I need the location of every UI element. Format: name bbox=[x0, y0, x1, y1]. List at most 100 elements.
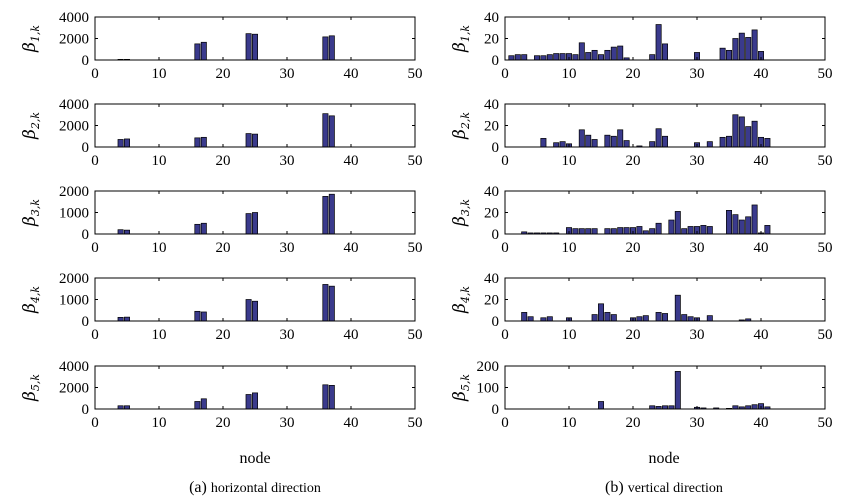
panel-b-1-bar-38 bbox=[745, 37, 752, 61]
panel-b-1-bar-17 bbox=[610, 46, 617, 61]
panel-a-1-bar-36 bbox=[322, 36, 329, 61]
panel-b-3-ytick-label-40: 40 bbox=[484, 184, 499, 200]
panel-b-1-bar-25 bbox=[662, 43, 668, 61]
panel-b-3-bar-41 bbox=[764, 225, 771, 235]
panel-a-5-bar-24 bbox=[245, 394, 252, 410]
panel-b-4-bar-27 bbox=[674, 294, 681, 322]
panel-b-1-ytick-label-20: 20 bbox=[484, 32, 499, 48]
panel-a-2-bar-5 bbox=[124, 138, 130, 148]
panel-a-5-xtick-label-0: 0 bbox=[91, 415, 99, 431]
panel-a-3-xtick-label-10: 10 bbox=[152, 240, 167, 256]
panel-b-4: 0 10 20 30 40 50 0 20 40 β4,k bbox=[450, 271, 833, 343]
panel-b-5-xtick-label-20: 20 bbox=[626, 415, 641, 431]
panel-b-4-ytick-label-0: 0 bbox=[492, 314, 500, 330]
panel-b-4-bar-16 bbox=[604, 312, 611, 322]
panel-a-3-bar-17 bbox=[200, 222, 207, 235]
panel-b-1-bar-34 bbox=[719, 47, 726, 61]
panel-b-1-bar-24 bbox=[655, 24, 662, 61]
panel-a-5-ylabel-subscript: 5,k bbox=[29, 374, 42, 391]
panel-b-1-bar-3 bbox=[521, 54, 528, 61]
panel-a-3-bar-16 bbox=[194, 223, 201, 235]
panel-a-1-bar-37 bbox=[328, 35, 335, 61]
panel-b-3-bar-26 bbox=[668, 219, 675, 235]
panel-a-4-xtick-label-30: 30 bbox=[280, 327, 295, 343]
panel-a-2-xtick-label-30: 30 bbox=[280, 153, 295, 169]
caption-a-prefix: (a) bbox=[189, 479, 207, 496]
panel-a-2-ylabel-subscript: 2,k bbox=[29, 112, 42, 130]
panel-b-4-bar-7 bbox=[546, 316, 553, 322]
panel-b-2-bar-18 bbox=[617, 129, 624, 148]
panel-b-3-ylabel-subscript: 3,k bbox=[459, 199, 472, 216]
panel-a-1-xtick-label-50: 50 bbox=[408, 66, 423, 82]
panel-b-3-ylabel-symbol: β bbox=[450, 216, 470, 227]
panel-b-2-xtick-label-20: 20 bbox=[626, 153, 641, 169]
panel-b-1-bar-9 bbox=[559, 53, 566, 61]
panel-b-3-xtick-label-50: 50 bbox=[818, 240, 833, 256]
panel-b-3-axes-box bbox=[504, 190, 826, 235]
panel-a-3-ylabel-symbol: β bbox=[20, 216, 40, 227]
panel-b-2-bar-25 bbox=[662, 135, 668, 148]
panel-a-1-ylabel-subscript: 1,k bbox=[29, 25, 42, 42]
panel-b-5-xtick-label-30: 30 bbox=[690, 415, 705, 431]
panel-a-3-ytick-label-1000: 1000 bbox=[59, 206, 89, 222]
panel-b-5-ylabel: β5,k bbox=[450, 374, 472, 402]
panel-a-4-bar-36 bbox=[322, 284, 329, 322]
panel-b-4-bar-28 bbox=[681, 314, 688, 322]
caption-a-text: horizontal direction bbox=[211, 481, 321, 496]
panel-b-5-bar-39 bbox=[751, 404, 758, 410]
panel-a-3-xtick-label-20: 20 bbox=[216, 240, 231, 256]
panel-b-2: 0 10 20 30 40 50 0 20 40 β2,k bbox=[450, 97, 833, 169]
panel-a-5-bar-36 bbox=[322, 384, 329, 410]
panel-a-1-xtick-label-30: 30 bbox=[280, 66, 295, 82]
panel-b-4-bar-21 bbox=[636, 316, 643, 322]
panel-a-5-bar-16 bbox=[194, 401, 201, 410]
panel-a-3-bar-25 bbox=[252, 212, 258, 235]
panel-b-5-ylabel-subscript: 5,k bbox=[459, 374, 472, 391]
panel-b-2-xtick-label-40: 40 bbox=[754, 153, 769, 169]
panel-a-2-ytick-label-4000: 4000 bbox=[59, 97, 89, 113]
panel-b-4-bar-17 bbox=[610, 314, 617, 322]
panel-a-4-ytick-label-1000: 1000 bbox=[59, 293, 89, 309]
panel-a-3-xtick-label-30: 30 bbox=[280, 240, 295, 256]
panel-b-1-bar-36 bbox=[732, 38, 739, 61]
panel-b-4-bar-22 bbox=[642, 315, 649, 322]
panel-b-3-bar-38 bbox=[745, 216, 752, 235]
panel-b-2-bar-23 bbox=[649, 141, 656, 148]
panel-b-3-xtick-label-10: 10 bbox=[562, 240, 577, 256]
panel-a-4-bar-5 bbox=[124, 316, 130, 322]
panel-a-1: 0 10 20 30 40 50 0 2000 4000 β1,k bbox=[20, 10, 423, 82]
panel-a-4-xtick-label-10: 10 bbox=[152, 327, 167, 343]
panel-b-3-bar-12 bbox=[578, 228, 585, 235]
panel-a-5: 0 10 20 30 40 50 0 2000 4000 β5,k bbox=[20, 359, 423, 431]
panel-a-4: 0 10 20 30 40 50 0 1000 2000 β4,k bbox=[20, 271, 423, 343]
panel-b-2-bar-37 bbox=[738, 116, 745, 148]
panel-b-3-bar-36 bbox=[732, 214, 739, 235]
panel-b-1-bar-5 bbox=[534, 55, 540, 61]
panel-b-4-bar-24 bbox=[655, 312, 662, 322]
panel-a-2-xtick-label-0: 0 bbox=[91, 153, 99, 169]
panel-a-4-xtick-label-20: 20 bbox=[216, 327, 231, 343]
panel-b-1-xtick-label-20: 20 bbox=[626, 66, 641, 82]
panel-a-3-bar-24 bbox=[245, 213, 252, 235]
panel-b-1-bar-13 bbox=[585, 52, 592, 61]
panel-b-3-xtick-label-0: 0 bbox=[501, 240, 509, 256]
panel-b-3-bar-23 bbox=[649, 228, 656, 235]
panel-a-4-bar-16 bbox=[194, 310, 201, 322]
panel-a-2-xtick-label-10: 10 bbox=[152, 153, 167, 169]
panel-b-3-xtick-label-30: 30 bbox=[690, 240, 705, 256]
panel-b-1-ylabel: β1,k bbox=[450, 25, 472, 53]
panel-a-2-xtick-label-50: 50 bbox=[408, 153, 423, 169]
panel-a-5-xtick-label-40: 40 bbox=[344, 415, 359, 431]
panel-a-5-ytick-label-4000: 4000 bbox=[59, 359, 89, 375]
panel-b-1-bar-15 bbox=[598, 54, 604, 61]
panel-b-1-bar-37 bbox=[738, 32, 745, 61]
panel-a-4-ytick-label-0: 0 bbox=[82, 314, 90, 330]
panel-a-2-ytick-label-2000: 2000 bbox=[59, 119, 89, 135]
panel-a-3-xtick-label-50: 50 bbox=[408, 240, 423, 256]
panel-b-3-bar-29 bbox=[687, 226, 694, 235]
panel-b-1-bar-7 bbox=[546, 54, 553, 61]
panel-b-2-ylabel-symbol: β bbox=[450, 129, 470, 140]
panel-b-1-bar-23 bbox=[649, 54, 656, 61]
panel-a-1-xtick-label-10: 10 bbox=[152, 66, 167, 82]
